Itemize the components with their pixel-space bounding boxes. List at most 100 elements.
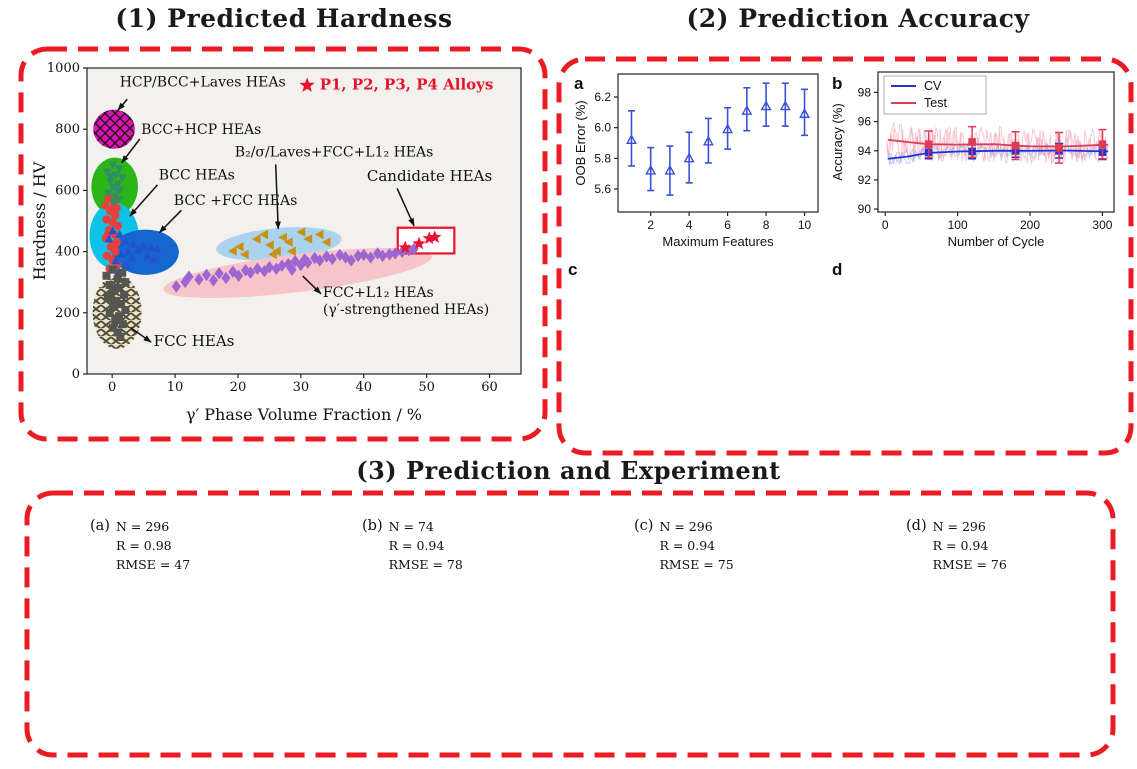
stat-rmse: RMSE = 75: [659, 556, 734, 572]
svg-text:2: 2: [647, 218, 654, 232]
stat-r: R = 0.94: [388, 537, 445, 553]
svg-text:92: 92: [858, 173, 872, 187]
phase-accuracy-bars: [560, 252, 826, 450]
svg-text:Test: Test: [924, 96, 947, 110]
svg-text:30: 30: [293, 380, 310, 395]
prediction-accuracy-panel: 2 4 6 8 10 5.6 5.8 6.0 6.2 Maximum Features OOB Er…: [556, 56, 1134, 456]
svg-text:5.8: 5.8: [594, 151, 611, 165]
stat-rmse: RMSE = 78: [388, 556, 463, 572]
svg-text:100: 100: [948, 218, 968, 232]
svg-text:96: 96: [858, 115, 872, 129]
svg-text:4: 4: [686, 218, 693, 232]
section2-title: (2) Prediction Accuracy: [686, 4, 1030, 33]
svg-text:BCC HEAs: BCC HEAs: [159, 167, 235, 183]
stat-r: R = 0.94: [659, 537, 716, 553]
svg-text:HCP/BCC+Laves HEAs: HCP/BCC+Laves HEAs: [120, 74, 286, 90]
stat-rmse: RMSE = 47: [115, 556, 191, 572]
errorbars: [626, 82, 810, 196]
axes: 2 4 6 8 10 5.6 5.8 6.0 6.2: [594, 73, 819, 232]
x-axis-label: Maximum Features: [662, 234, 774, 249]
section3-title: (3) Prediction and Experiment: [356, 456, 781, 485]
section1-title: (1) Predicted Hardness: [115, 4, 453, 33]
svg-text:10: 10: [798, 218, 812, 232]
svg-text:98: 98: [858, 85, 872, 99]
svg-text:FCC+L1₂ HEAs: FCC+L1₂ HEAs: [323, 285, 434, 301]
y-axis-label: Hardness / HV: [30, 161, 49, 280]
subplot-label-a: a: [574, 74, 584, 93]
svg-text:0: 0: [882, 218, 889, 232]
parity-plot-d: (d) N = 296 R = 0.94 RMSE = 76: [850, 500, 1116, 748]
svg-text:20: 20: [230, 380, 247, 395]
hardness-map-chart: 0 10 20 30 40 50 60 0 200 400 600 800 1000 γ′ Phase V…: [21, 48, 541, 438]
svg-text:Candidate HEAs: Candidate HEAs: [367, 167, 492, 185]
model-accuracy-violins: [826, 252, 1126, 450]
stat-r: R = 0.94: [932, 537, 989, 553]
y-axis-label: Accuracy (%): [830, 103, 845, 180]
bars-svg: [560, 252, 826, 450]
parity-b-tag: (b): [362, 518, 383, 534]
series-gold-left-triangles: [227, 227, 331, 260]
p-alloys-legend: P1, P2, P3, P4 Alloys: [299, 75, 494, 93]
prediction-experiment-panel: (a) N = 296 R = 0.98 RMSE = 47 (b) N = 7…: [24, 490, 1116, 758]
oob-svg: 2 4 6 8 10 5.6 5.8 6.0 6.2 Maximum Features OOB Er…: [573, 73, 819, 249]
stat-n: N = 74: [388, 519, 434, 534]
oob-error-chart: 2 4 6 8 10 5.6 5.8 6.0 6.2 Maximum Features OOB Er…: [570, 64, 826, 256]
svg-text:8: 8: [763, 218, 770, 232]
parity-d-tag: (d): [906, 518, 927, 534]
svg-text:50: 50: [418, 380, 435, 395]
svg-text:0: 0: [72, 367, 80, 382]
legend: CV Test: [883, 75, 987, 115]
series-gray-squares: [102, 265, 130, 341]
svg-text:BCC+HCP HEAs: BCC+HCP HEAs: [141, 122, 261, 138]
svg-text:CV: CV: [924, 79, 942, 93]
region-bcc-fcc: [112, 229, 179, 275]
x-axis-label: γ′ Phase Volume Fraction / %: [186, 405, 422, 424]
series-green-down-triangles: [102, 161, 127, 207]
region-fcc-l12: [163, 247, 432, 299]
svg-text:94: 94: [858, 144, 872, 158]
svg-text:0: 0: [108, 380, 116, 395]
x-axis-label: Number of Cycle: [948, 234, 1045, 249]
cycle-accuracy-chart: 0 100 200 300 90 92 94 96 98 Number of Cycle Accur…: [826, 64, 1126, 256]
svg-text:1000: 1000: [47, 61, 80, 76]
parity-c-stats: (c) N = 296 R = 0.94 RMSE = 75: [634, 518, 734, 574]
subplot-label-c: c: [568, 260, 578, 279]
svg-text:800: 800: [55, 122, 80, 137]
stat-n: N = 296: [115, 519, 170, 534]
parity-a-stats: (a) N = 296 R = 0.98 RMSE = 47: [90, 518, 190, 574]
stat-n: N = 296: [659, 519, 713, 534]
parity-b-stats: (b) N = 74 R = 0.94 RMSE = 78: [362, 518, 463, 574]
svg-text:B₂/σ/Laves+FCC+L1₂ HEAs: B₂/σ/Laves+FCC+L1₂ HEAs: [235, 145, 434, 161]
y-axis-label: OOB Error (%): [573, 100, 588, 185]
svg-text:200: 200: [55, 306, 80, 321]
svg-text:200: 200: [1020, 218, 1040, 232]
svg-text:FCC HEAs: FCC HEAs: [154, 332, 235, 350]
parity-c-tag: (c): [634, 518, 654, 534]
stat-rmse: RMSE = 76: [932, 556, 1007, 572]
svg-text:P1, P2, P3, P4 Alloys: P1, P2, P3, P4 Alloys: [320, 75, 494, 93]
svg-text:6: 6: [724, 218, 731, 232]
svg-text:5.6: 5.6: [594, 182, 611, 196]
svg-text:60: 60: [481, 380, 498, 395]
svg-text:300: 300: [1092, 218, 1112, 232]
svg-text:6.2: 6.2: [594, 90, 611, 104]
svg-text:10: 10: [167, 380, 184, 395]
annotations: HCP/BCC+Laves HEAs BCC+HCP HEAs BCC HEAs BC…: [117, 74, 492, 350]
parity-plot-b: (b) N = 74 R = 0.94 RMSE = 78: [306, 500, 572, 748]
stat-n: N = 296: [932, 519, 986, 534]
svg-text:6.0: 6.0: [594, 121, 611, 135]
svg-text:400: 400: [55, 245, 80, 260]
parity-d-stats: (d) N = 296 R = 0.94 RMSE = 76: [906, 518, 1007, 574]
parity-a-tag: (a): [90, 518, 110, 534]
svg-text:90: 90: [858, 202, 872, 216]
cycle-svg: 0 100 200 300 90 92 94 96 98 Number of Cycle Accur…: [830, 71, 1115, 249]
markers-Test: [924, 125, 1107, 164]
series-p-alloy-stars: [398, 230, 442, 254]
svg-text:(γ′-strengthened HEAs): (γ′-strengthened HEAs): [323, 302, 489, 318]
subplot-label-d: d: [832, 260, 843, 279]
axes: 0 100 200 300 90 92 94 96 98: [858, 71, 1115, 232]
svg-text:BCC +FCC HEAs: BCC +FCC HEAs: [174, 193, 297, 209]
svg-text:600: 600: [55, 183, 80, 198]
